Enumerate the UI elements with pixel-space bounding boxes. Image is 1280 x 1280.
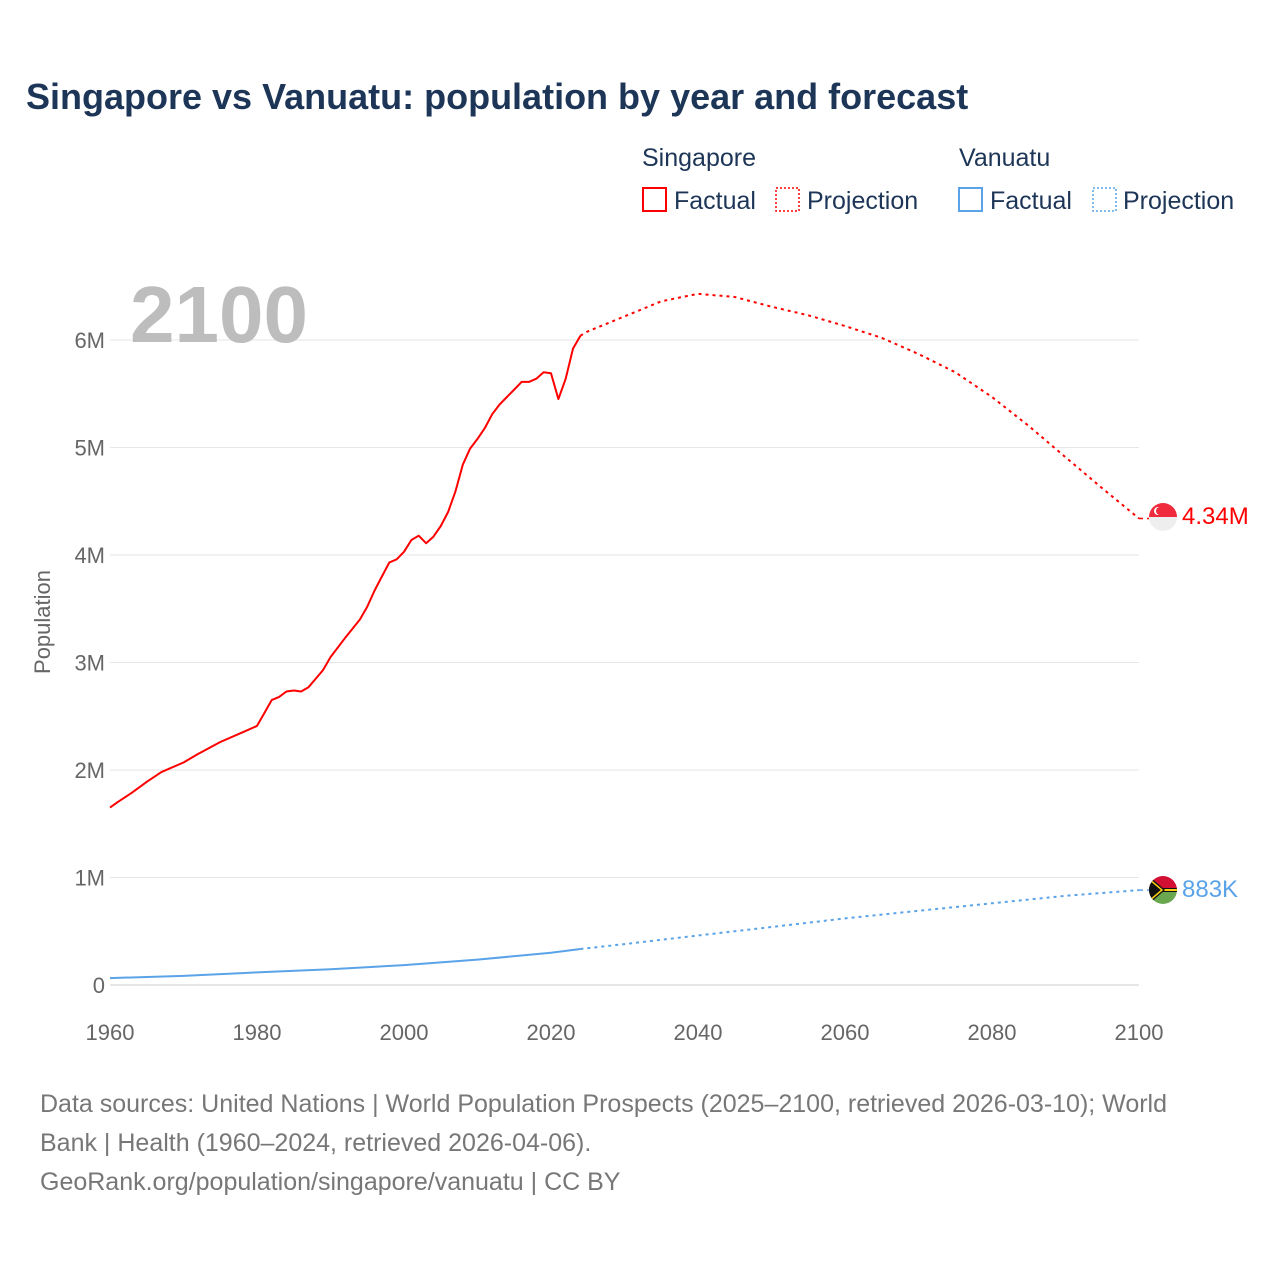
legend-swatch-singapore-projection	[775, 187, 800, 212]
legend-group-singapore: Singapore	[642, 144, 756, 172]
x-tick-label: 2060	[821, 1020, 870, 1045]
y-tick-label: 0	[93, 973, 105, 998]
y-tick-label: 5M	[74, 436, 105, 461]
chart-title: Singapore vs Vanuatu: population by year…	[26, 76, 968, 117]
y-tick-label: 4M	[74, 543, 105, 568]
y-tick-label: 6M	[74, 328, 105, 353]
x-tick-label: 2020	[527, 1020, 576, 1045]
singapore-end-label: 4.34M	[1182, 503, 1249, 530]
source-link[interactable]: GeoRank.org/population/singapore/vanuatu…	[40, 1168, 621, 1196]
vanuatu-projection-line	[580, 889, 1140, 950]
year-overlay: 2100	[130, 270, 308, 359]
legend-group-vanuatu: Vanuatu	[959, 144, 1050, 172]
legend-label: Factual	[674, 187, 756, 215]
source-line-1: Data sources: United Nations | World Pop…	[40, 1090, 1167, 1118]
legend-label: Factual	[990, 187, 1072, 215]
legend-label: Projection	[1123, 187, 1234, 215]
y-tick-label: 3M	[74, 651, 105, 676]
legend-swatch-vanuatu-factual	[958, 187, 983, 212]
singapore-factual-line	[109, 335, 582, 809]
legend-swatch-vanuatu-projection	[1092, 187, 1117, 212]
legend: Singapore Factual Projection Vanuatu Fac…	[642, 144, 1234, 215]
y-axis-label: Population	[30, 570, 55, 674]
singapore-flag-icon	[1149, 503, 1177, 531]
singapore-projection-line	[579, 292, 1140, 520]
source-line-2: Bank | Health (1960–2024, retrieved 2026…	[40, 1129, 591, 1157]
legend-swatch-singapore-factual	[642, 187, 667, 212]
x-tick-label: 2080	[968, 1020, 1017, 1045]
x-tick-label: 2100	[1115, 1020, 1164, 1045]
x-tick-label: 1960	[86, 1020, 135, 1045]
legend-label: Projection	[807, 187, 918, 215]
y-tick-label: 2M	[74, 758, 105, 783]
x-tick-label: 2000	[380, 1020, 429, 1045]
x-tick-label: 1980	[233, 1020, 282, 1045]
vanuatu-flag-icon	[1149, 876, 1177, 904]
y-tick-label: 1M	[74, 866, 105, 891]
x-tick-label: 2040	[674, 1020, 723, 1045]
vanuatu-factual-line	[109, 948, 581, 980]
vanuatu-end-label: 883K	[1182, 876, 1238, 903]
